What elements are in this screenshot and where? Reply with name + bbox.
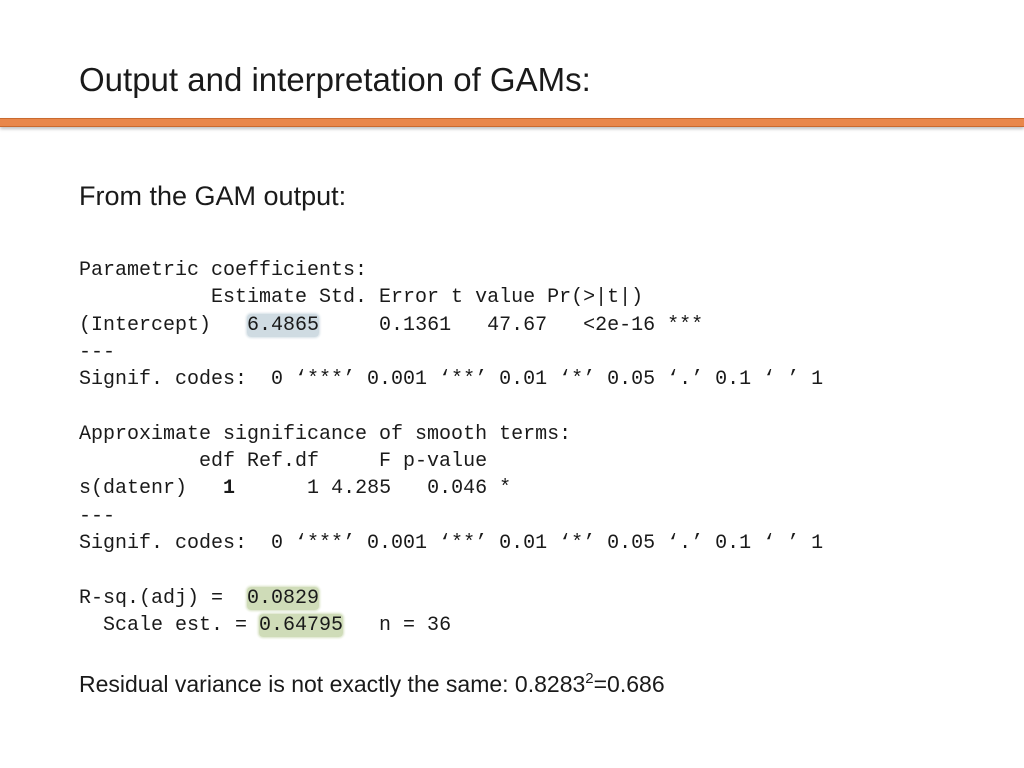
- scale-value-highlight: 0.64795: [259, 613, 344, 637]
- intercept-row-rest: 0.1361 47.67 <2e-16 ***: [319, 313, 704, 337]
- intercept-estimate-highlight: 6.4865: [247, 313, 320, 337]
- smooth-term-row: s(datenr) 1 1 4.285 0.046 *: [79, 475, 823, 502]
- rsq-value-highlight: 0.0829: [247, 586, 320, 610]
- smooth-terms-header: Approximate significance of smooth terms…: [79, 422, 572, 446]
- sample-size: n = 36: [343, 613, 452, 637]
- intercept-label: (Intercept): [79, 313, 248, 337]
- blank-line: [79, 557, 823, 584]
- note-result: =0.686: [593, 671, 665, 697]
- rsq-label: R-sq.(adj) =: [79, 586, 248, 610]
- gam-output-block: Parametric coefficients: Estimate Std. E…: [79, 257, 823, 639]
- slide-title: Output and interpretation of GAMs:: [79, 61, 591, 98]
- note-text: Residual variance is not exactly the sam…: [79, 671, 586, 697]
- scale-label: Scale est. =: [79, 613, 260, 637]
- note-exponent: 2: [585, 670, 594, 687]
- blank-line: [79, 393, 823, 420]
- intercept-row: (Intercept) 6.4865 0.1361 47.67 <2e-16 *…: [79, 312, 823, 339]
- signif-codes-line: Signif. codes: 0 ‘***’ 0.001 ‘**’ 0.01 ‘…: [79, 531, 824, 555]
- residual-variance-note: Residual variance is not exactly the sam…: [79, 668, 665, 700]
- signif-codes-line: Signif. codes: 0 ‘***’ 0.001 ‘**’ 0.01 ‘…: [79, 368, 824, 392]
- parametric-header: Parametric coefficients:: [79, 259, 368, 282]
- rsq-row: R-sq.(adj) = 0.0829: [79, 585, 823, 612]
- separator-line: ---: [79, 504, 116, 528]
- smooth-edf-value: 1: [223, 477, 236, 501]
- title-divider: [0, 118, 1024, 127]
- smooth-row-rest: 1 4.285 0.046 *: [235, 477, 512, 501]
- separator-line: ---: [79, 340, 116, 364]
- smooth-term-label: s(datenr): [79, 477, 224, 501]
- scale-row: Scale est. = 0.64795 n = 36: [79, 612, 823, 639]
- coefficient-column-headers: Estimate Std. Error t value Pr(>|t|): [79, 286, 644, 310]
- smooth-column-headers: edf Ref.df F p-value: [79, 450, 488, 474]
- slide-subtitle: From the GAM output:: [79, 181, 347, 211]
